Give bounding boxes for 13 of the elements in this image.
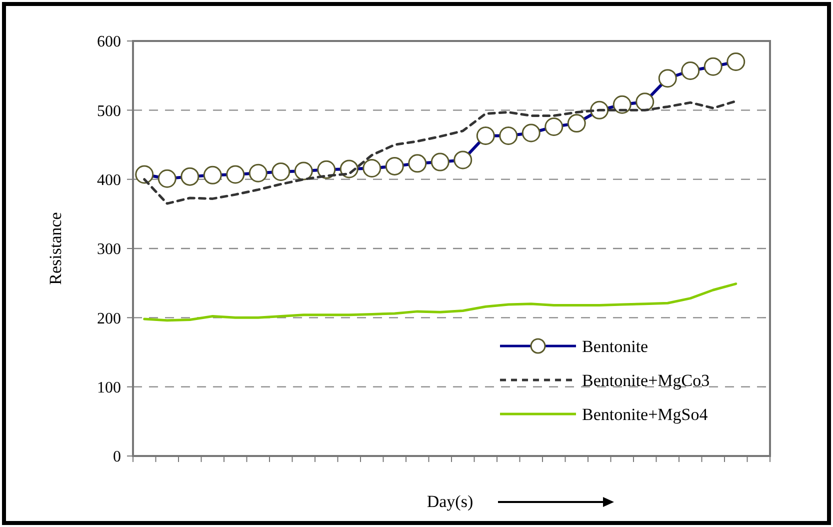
y-tick-label: 600	[97, 34, 121, 51]
y-tick-label: 100	[97, 379, 121, 396]
y-axis-title: Resistance	[46, 212, 65, 285]
y-tick-label: 0	[113, 448, 121, 466]
legend-label: Bentonite+MgSo4	[582, 404, 708, 424]
x-axis-title: Day(s)	[426, 492, 474, 511]
y-tick-label: 400	[97, 172, 121, 189]
legend-label: Bentonite	[582, 336, 648, 356]
y-tick-label: 500	[97, 102, 121, 120]
legend-label: Bentonite+MgCo3	[582, 370, 710, 390]
line-series	[143, 282, 738, 322]
y-tick-label: 200	[97, 310, 121, 328]
y-tick-label: 300	[97, 241, 121, 258]
